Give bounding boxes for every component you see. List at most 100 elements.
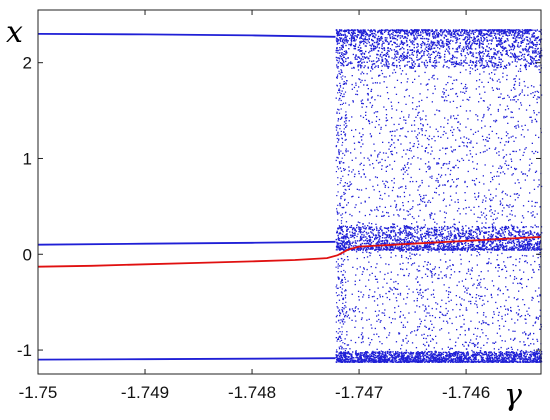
- chaos-point: [425, 66, 427, 69]
- chaos-point: [432, 356, 435, 358]
- chaos-point: [417, 353, 419, 355]
- chaos-point: [538, 358, 540, 360]
- chaos-point: [463, 38, 466, 41]
- chaos-point: [506, 354, 508, 356]
- chaos-point: [469, 30, 471, 32]
- chaos-point: [504, 237, 506, 239]
- chaos-point: [516, 244, 518, 246]
- chaos-point: [499, 52, 502, 54]
- chaos-point: [349, 361, 352, 363]
- chaos-point: [452, 358, 454, 360]
- chaos-point: [371, 246, 373, 248]
- chaos-point: [489, 48, 492, 51]
- chaos-point: [389, 236, 391, 238]
- chaos-point: [338, 360, 340, 362]
- chaos-point: [438, 234, 441, 236]
- chaos-point: [444, 29, 446, 31]
- chaos-point: [489, 39, 491, 41]
- chaos-point: [394, 353, 397, 356]
- chaos-point: [386, 249, 388, 251]
- chaos-point: [360, 53, 363, 56]
- chaos-point: [486, 62, 488, 64]
- chaos-point: [530, 226, 532, 228]
- chaos-point: [387, 234, 389, 236]
- chaos-point: [461, 248, 463, 250]
- chaos-point: [376, 46, 378, 48]
- chaos-point: [391, 29, 393, 31]
- chaos-point: [453, 65, 456, 68]
- chaos-point: [524, 243, 526, 246]
- chaos-point: [403, 226, 406, 228]
- chaos-point: [429, 32, 431, 34]
- chaos-point: [371, 351, 373, 353]
- chaos-point: [352, 30, 354, 32]
- chaos-point: [508, 231, 510, 233]
- chaos-point: [456, 57, 458, 59]
- chaos-point: [358, 228, 360, 230]
- chaos-point: [397, 45, 399, 48]
- chaos-point: [451, 32, 453, 34]
- chaos-point: [374, 29, 376, 32]
- chaos-point: [520, 42, 522, 44]
- chaos-point: [405, 239, 408, 241]
- chaos-point: [478, 241, 480, 244]
- chaos-point: [460, 241, 463, 243]
- chaos-point: [483, 115, 485, 117]
- chaos-point: [441, 358, 443, 360]
- chaos-point: [430, 240, 433, 243]
- chaos-point: [469, 51, 472, 54]
- chaos-point: [483, 39, 485, 41]
- chaos-point: [519, 246, 521, 249]
- chaos-point: [440, 353, 443, 356]
- chaos-point: [392, 361, 394, 363]
- chaos-point: [530, 62, 532, 64]
- chaos-point: [411, 64, 414, 66]
- chaos-point: [528, 356, 530, 358]
- chaos-point: [477, 237, 479, 239]
- chaos-point: [357, 353, 359, 355]
- chaos-point: [483, 359, 486, 362]
- chaos-point: [443, 239, 445, 241]
- chaos-point: [401, 35, 404, 38]
- chaos-point: [369, 238, 371, 240]
- chaos-point: [418, 64, 420, 67]
- chaos-point: [412, 54, 415, 56]
- chaos-point: [393, 182, 395, 184]
- chaos-point: [468, 47, 470, 49]
- chaos-point: [532, 43, 534, 45]
- chaos-point: [403, 54, 405, 57]
- chaos-point: [360, 59, 362, 61]
- chaos-point: [512, 361, 515, 363]
- chaos-point: [374, 237, 376, 240]
- chaos-point: [460, 31, 462, 33]
- chaos-point: [480, 249, 482, 251]
- chaos-point: [338, 360, 341, 363]
- chaos-point: [467, 353, 470, 355]
- chaos-point: [521, 242, 523, 245]
- chaos-point: [405, 352, 407, 354]
- chaos-point: [403, 229, 405, 231]
- chaos-point: [345, 60, 347, 63]
- chaos-point: [433, 353, 435, 355]
- chaos-point: [364, 41, 367, 43]
- chaos-point: [347, 40, 349, 42]
- chaos-point: [394, 356, 396, 358]
- chaos-point: [465, 230, 468, 232]
- chaos-point: [508, 358, 510, 360]
- chaos-point: [412, 358, 414, 360]
- chaos-point: [390, 256, 392, 258]
- chaos-point: [522, 360, 524, 362]
- chaos-point: [403, 48, 405, 50]
- chaos-point: [459, 42, 461, 44]
- chaos-point: [418, 238, 420, 241]
- chaos-point: [478, 86, 480, 88]
- chaos-point: [474, 231, 477, 233]
- chaos-point: [487, 50, 490, 53]
- chaos-point: [350, 38, 353, 41]
- chaos-point: [443, 64, 445, 67]
- chaos-point: [492, 358, 494, 360]
- chaos-point: [449, 352, 451, 354]
- chaos-point: [456, 48, 458, 51]
- chaos-point: [375, 351, 377, 353]
- chaos-point: [406, 355, 409, 357]
